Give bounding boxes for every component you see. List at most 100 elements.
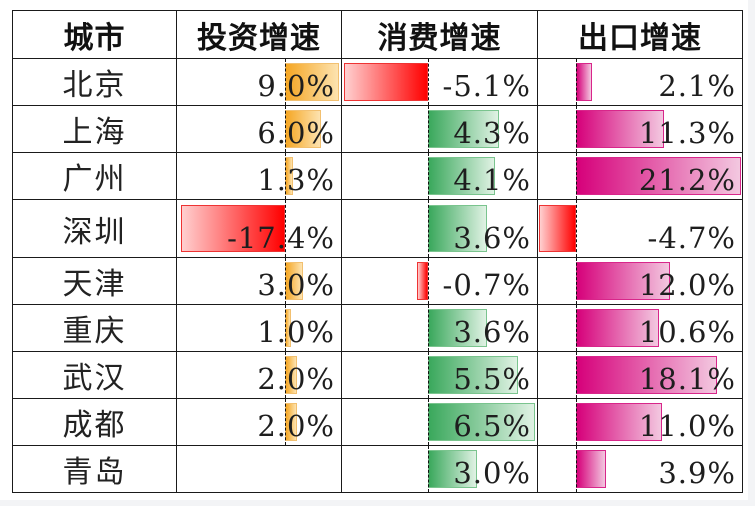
negative-data-bar <box>416 262 428 300</box>
positive-data-bar <box>428 309 488 347</box>
export-cell[interactable]: 18.1% <box>537 351 743 399</box>
consumption-cell[interactable]: 4.1% <box>341 152 538 200</box>
export-cell[interactable]: 3.9% <box>537 445 743 493</box>
table-row: 深圳 -17.4% 3.6% -4.7% <box>12 199 743 258</box>
investment-value: 2.0% <box>257 409 335 443</box>
positive-data-bar <box>576 63 593 101</box>
consumption-cell[interactable]: -5.1% <box>341 58 538 106</box>
city-cell[interactable]: 深圳 <box>12 199 177 258</box>
table-row: 广州 1.3% 4.1% 21.2% <box>12 152 743 200</box>
investment-cell[interactable]: 9.0% <box>176 58 342 106</box>
consumption-cell[interactable]: -0.7% <box>341 257 538 305</box>
zero-axis-line <box>428 200 429 257</box>
export-cell[interactable]: 11.3% <box>537 105 743 153</box>
export-cell[interactable]: 12.0% <box>537 257 743 305</box>
investment-cell[interactable]: 3.0% <box>176 257 342 305</box>
zero-axis-line <box>428 106 429 152</box>
zero-axis-line <box>576 258 577 304</box>
investment-cell[interactable]: 1.0% <box>176 304 342 352</box>
table-row: 天津 3.0% -0.7% 12.0% <box>12 257 743 305</box>
table-row: 上海 6.0% 4.3% 11.3% <box>12 105 743 153</box>
zero-axis-line <box>428 446 429 492</box>
positive-data-bar <box>576 356 718 394</box>
negative-data-bar <box>539 205 576 252</box>
city-cell[interactable]: 上海 <box>12 105 177 153</box>
positive-data-bar <box>285 110 321 148</box>
investment-value: -17.4% <box>227 221 335 255</box>
export-cell[interactable]: -4.7% <box>537 199 743 258</box>
table-row: 青岛 3.0% 3.9% <box>12 445 743 493</box>
positive-data-bar <box>428 205 488 252</box>
table-row: 成都 2.0% 6.5% 11.0% <box>12 398 743 446</box>
investment-value: 6.0% <box>257 116 335 150</box>
positive-data-bar <box>428 403 535 441</box>
table-row: 北京 9.0% -5.1% 2.1% <box>12 58 743 106</box>
investment-value: 9.0% <box>257 69 335 103</box>
zero-axis-line <box>428 153 429 199</box>
zero-axis-line <box>285 200 286 257</box>
consumption-cell[interactable]: 3.6% <box>341 199 538 258</box>
zero-axis-line <box>576 59 577 105</box>
investment-cell[interactable]: 2.0% <box>176 351 342 399</box>
consumption-cell[interactable]: 4.3% <box>341 105 538 153</box>
zero-axis-line <box>428 305 429 351</box>
city-cell[interactable]: 武汉 <box>12 351 177 399</box>
positive-data-bar <box>576 450 607 488</box>
table-row: 武汉 2.0% 5.5% 18.1% <box>12 351 743 399</box>
consumption-value: 3.6% <box>453 315 531 349</box>
table-row: 重庆 1.0% 3.6% 10.6% <box>12 304 743 352</box>
export-cell[interactable]: 21.2% <box>537 152 743 200</box>
zero-axis-line <box>576 399 577 445</box>
zero-axis-line <box>576 446 577 492</box>
investment-cell[interactable]: 6.0% <box>176 105 342 153</box>
export-value: 10.6% <box>638 315 736 349</box>
positive-data-bar <box>576 309 659 347</box>
consumption-cell[interactable]: 3.0% <box>341 445 538 493</box>
export-value: 3.9% <box>658 456 736 490</box>
export-value: 2.1% <box>658 69 736 103</box>
export-cell[interactable]: 10.6% <box>537 304 743 352</box>
zero-axis-line <box>576 153 577 199</box>
zero-axis-line <box>285 399 286 445</box>
city-growth-table: 城市 投资增速 消费增速 出口增速 北京 9.0% -5.1% 2.1% 上海 … <box>12 10 743 493</box>
investment-value: 2.0% <box>257 362 335 396</box>
investment-value: 3.0% <box>257 268 335 302</box>
city-cell[interactable]: 重庆 <box>12 304 177 352</box>
consumption-value: 4.1% <box>453 163 531 197</box>
header-city[interactable]: 城市 <box>12 10 177 59</box>
positive-data-bar <box>428 356 519 394</box>
city-cell[interactable]: 天津 <box>12 257 177 305</box>
consumption-cell[interactable]: 6.5% <box>341 398 538 446</box>
consumption-value: 3.6% <box>453 221 531 255</box>
investment-cell[interactable]: -17.4% <box>176 199 342 258</box>
city-cell[interactable]: 广州 <box>12 152 177 200</box>
header-investment[interactable]: 投资增速 <box>176 10 342 59</box>
export-cell[interactable]: 2.1% <box>537 58 743 106</box>
consumption-value: 3.0% <box>453 456 531 490</box>
consumption-value: 4.3% <box>453 116 531 150</box>
zero-axis-line <box>285 59 286 105</box>
city-cell[interactable]: 北京 <box>12 58 177 106</box>
investment-cell[interactable] <box>176 445 342 493</box>
zero-axis-line <box>428 59 429 105</box>
city-cell[interactable]: 成都 <box>12 398 177 446</box>
header-consumption[interactable]: 消费增速 <box>341 10 538 59</box>
negative-data-bar <box>180 205 285 252</box>
positive-data-bar <box>576 157 742 195</box>
zero-axis-line <box>285 153 286 199</box>
export-value: 12.0% <box>638 268 736 302</box>
zero-axis-line <box>428 258 429 304</box>
export-value: 11.3% <box>638 116 736 150</box>
header-export[interactable]: 出口增速 <box>537 10 743 59</box>
consumption-cell[interactable]: 3.6% <box>341 304 538 352</box>
export-cell[interactable]: 11.0% <box>537 398 743 446</box>
export-value: 18.1% <box>638 362 736 396</box>
export-value: -4.7% <box>647 221 736 255</box>
city-cell[interactable]: 青岛 <box>12 445 177 493</box>
consumption-cell[interactable]: 5.5% <box>341 351 538 399</box>
zero-axis-line <box>428 352 429 398</box>
export-value: 21.2% <box>638 163 736 197</box>
zero-axis-line <box>285 305 286 351</box>
investment-cell[interactable]: 1.3% <box>176 152 342 200</box>
investment-cell[interactable]: 2.0% <box>176 398 342 446</box>
